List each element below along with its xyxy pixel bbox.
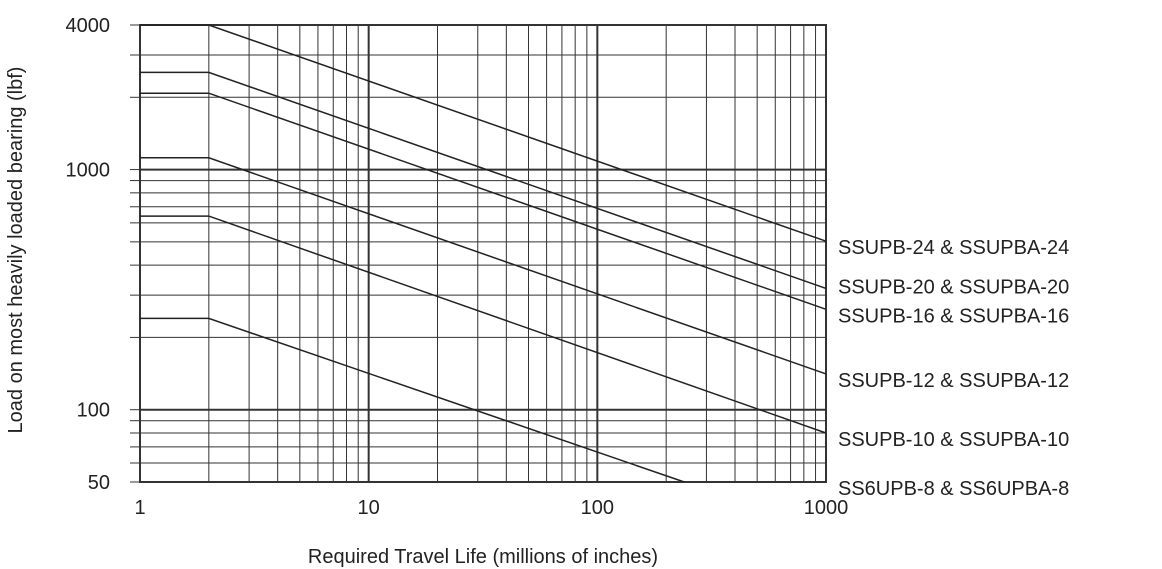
x-axis-title: Required Travel Life (millions of inches… — [308, 546, 658, 568]
series-line-2 — [140, 92, 827, 311]
y-tick-label: 50 — [88, 472, 110, 494]
series-label: SSUPB-10 & SSUPBA-10 — [838, 429, 1069, 451]
series-label: SSUPB-20 & SSUPBA-20 — [838, 276, 1069, 298]
x-tick-label: 10 — [358, 497, 380, 519]
tick-labels: 1 10 100 1000 50 100 1000 4000 — [66, 15, 849, 519]
y-tick-label: 4000 — [66, 15, 111, 37]
series-line-3 — [140, 157, 827, 375]
y-tick-label: 1000 — [66, 160, 111, 182]
series-line-0 — [140, 24, 827, 242]
x-tick-label: 1000 — [804, 497, 849, 519]
plot-frame — [139, 24, 827, 483]
series-label: SSUPB-12 & SSUPBA-12 — [838, 370, 1069, 392]
grid — [130, 24, 827, 483]
series-label: SSUPB-16 & SSUPBA-16 — [838, 305, 1069, 327]
series-lines — [140, 24, 827, 483]
series-line-4 — [140, 215, 827, 434]
series-label: SS6UPB-8 & SS6UPBA-8 — [838, 478, 1069, 500]
x-tick-label: 100 — [581, 497, 614, 519]
series-label: SSUPB-24 & SSUPBA-24 — [838, 237, 1069, 259]
series-labels: SSUPB-24 & SSUPBA-24 SSUPB-20 & SSUPBA-20… — [838, 237, 1069, 500]
y-axis-title: Load on most heavily loaded bearing (lbf… — [5, 67, 27, 434]
series-line-1 — [140, 71, 827, 290]
y-tick-label: 100 — [77, 400, 110, 422]
series-line-5 — [140, 317, 685, 483]
x-tick-label: 1 — [134, 497, 145, 519]
